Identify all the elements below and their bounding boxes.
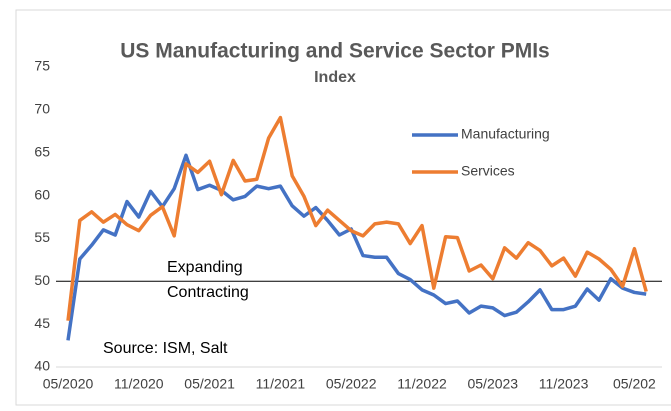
annotation: Source: ISM, Salt [103,340,228,357]
series-line [66,115,648,321]
x-tick-label: 05/2023 [467,376,518,392]
x-tick-label: 05/2021 [184,376,235,392]
y-tick-label: 55 [34,229,50,245]
chart-frame [15,9,671,406]
y-tick-label: 45 [34,315,50,331]
x-tick-label: 05/202 [613,376,656,392]
y-tick-label: 60 [34,186,50,202]
y-tick-label: 70 [34,101,50,117]
x-tick-label: 11/2022 [397,376,447,392]
annotation: Contracting [167,284,249,301]
legend-label: Manufacturing [461,126,550,142]
chart-title: US Manufacturing and Service Sector PMIs [120,40,549,63]
annotation: Expanding [167,259,243,276]
y-tick-label: 50 [34,272,50,288]
chart-subtitle: Index [314,69,356,86]
x-tick-label: 11/2021 [256,376,306,392]
y-tick-label: 65 [34,143,50,159]
x-tick-label: 05/2022 [326,376,377,392]
legend-label: Services [461,163,515,179]
y-tick-label: 40 [34,358,50,374]
x-tick-label: 11/2020 [114,376,164,392]
series-line [66,153,647,341]
x-tick-label: 05/2020 [43,376,94,392]
y-tick-label: 75 [34,58,50,74]
x-tick-label: 11/2023 [539,376,589,392]
